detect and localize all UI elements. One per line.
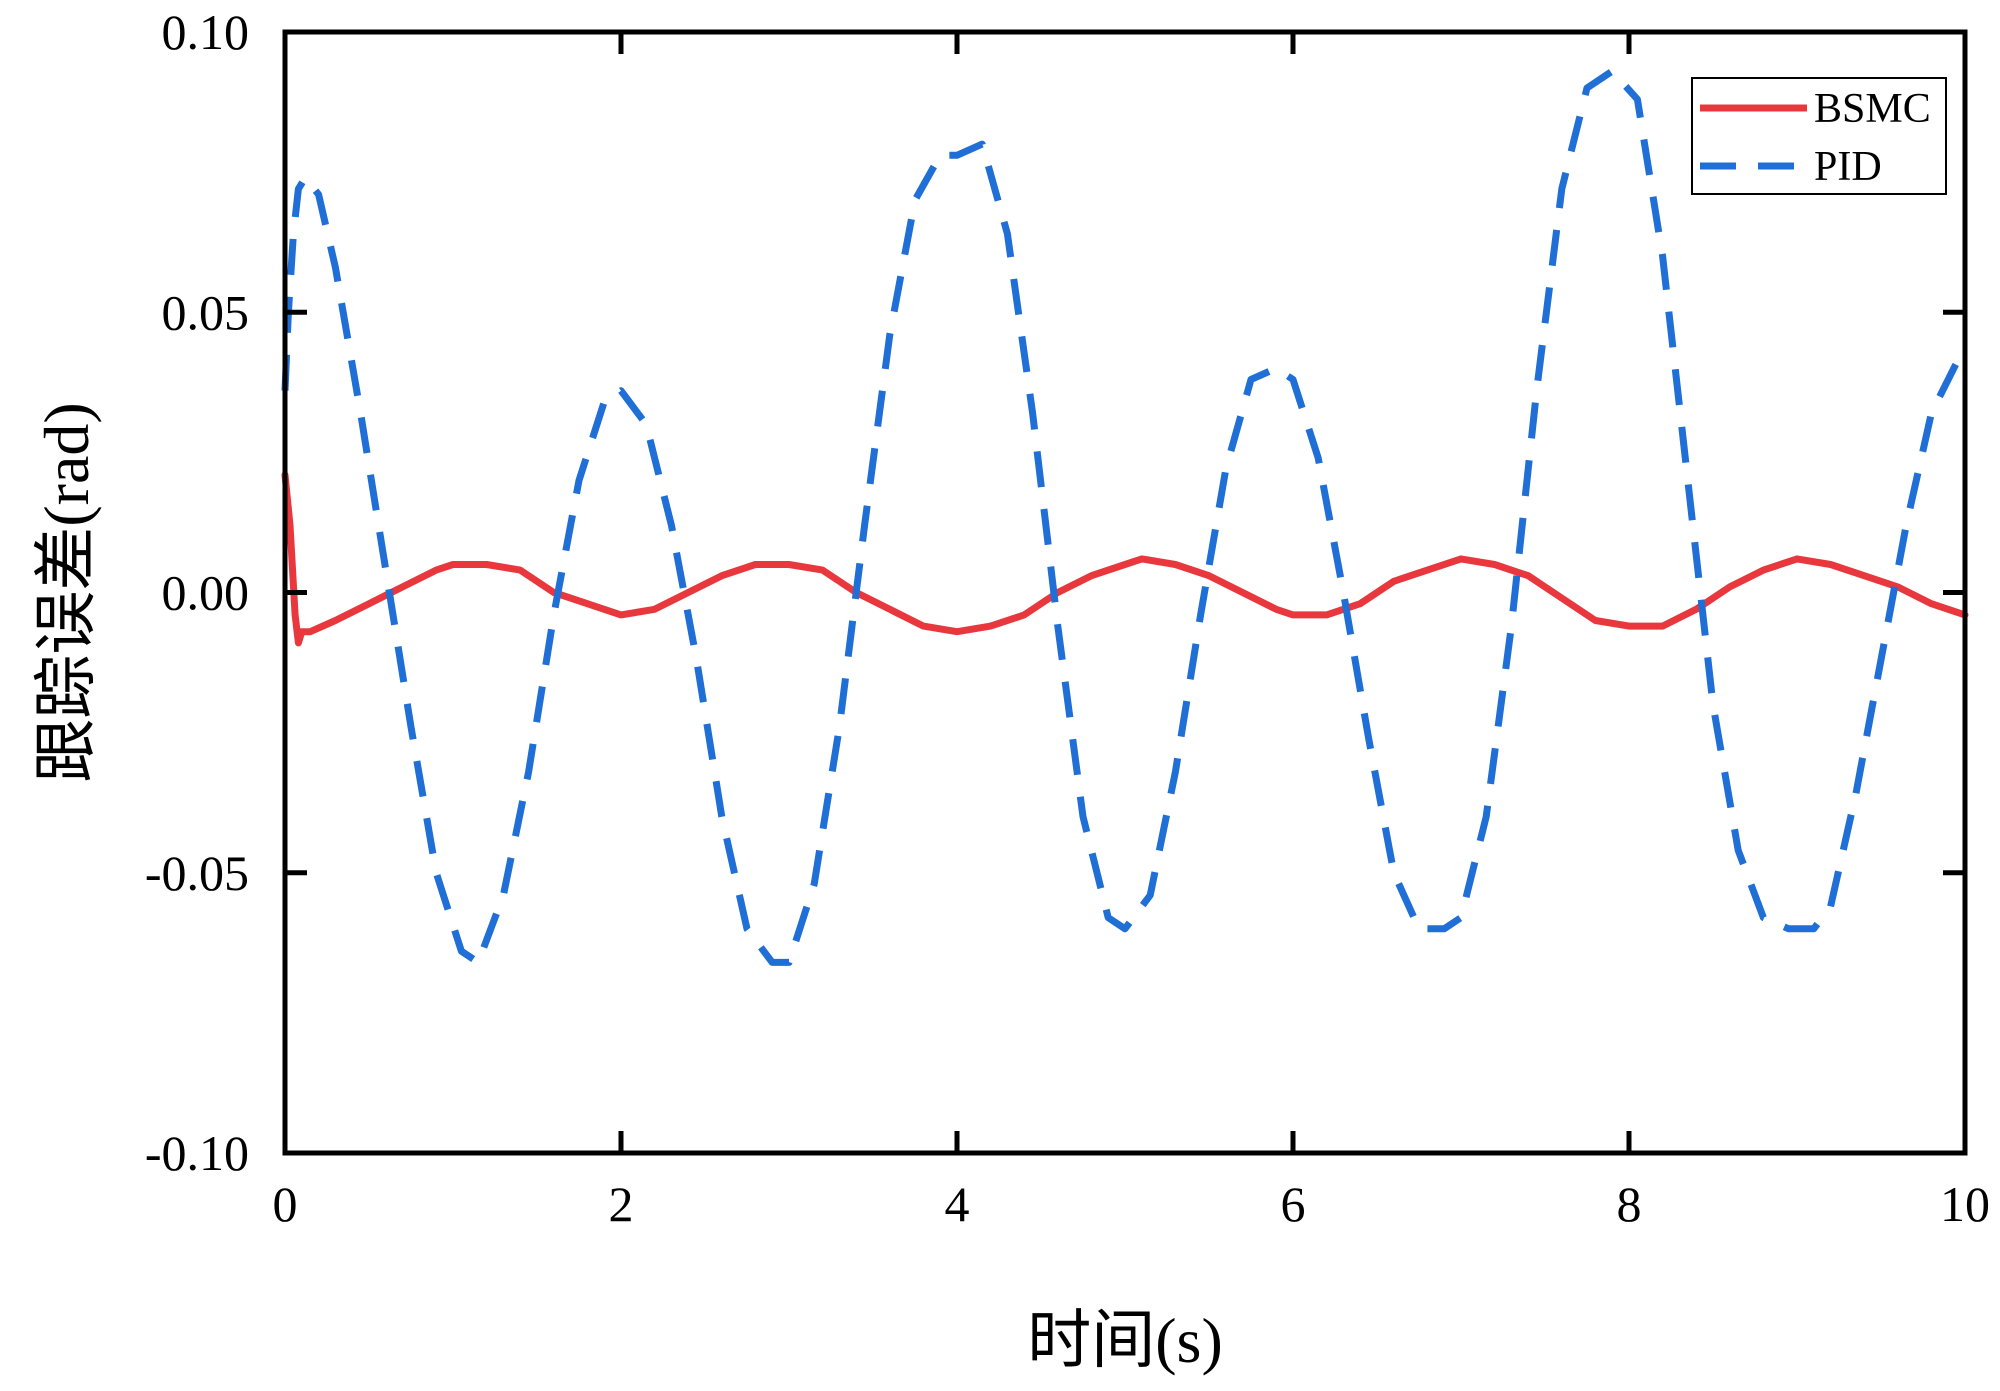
series-line-bsmc [281, 471, 1969, 647]
labels-layer: 0 2 4 6 8 10 -0.10 -0.05 0.00 0.05 0.10 [145, 4, 1990, 1232]
legend-label-bsmc: BSMC [1814, 86, 1931, 132]
y-tick-label: 0.05 [162, 284, 250, 340]
x-tick-label: 0 [273, 1176, 298, 1232]
y-tick-label: -0.05 [145, 845, 249, 901]
series-layer [281, 67, 1969, 966]
x-tick-label: 4 [945, 1176, 970, 1232]
y-tick-label: -0.10 [145, 1125, 249, 1181]
y-tick-label: 0.10 [162, 4, 250, 60]
legend-label-pid: PID [1814, 144, 1882, 190]
x-tick-label: 2 [609, 1176, 634, 1232]
y-axis-title: 跟踪误差(rad) [31, 402, 102, 782]
y-tick-label: 0.00 [162, 565, 250, 621]
series-line-pid [281, 67, 1967, 966]
x-tick-label: 10 [1940, 1176, 1990, 1232]
legend: BSMC PID [1691, 77, 1947, 195]
x-tick-label: 8 [1617, 1176, 1642, 1232]
legend-box [1691, 77, 1947, 195]
plot-frame [282, 29, 1968, 1156]
x-tick-label: 6 [1281, 1176, 1306, 1232]
ticks-layer [282, 29, 1968, 1156]
x-axis-title: 时间(s) [1027, 1305, 1223, 1376]
